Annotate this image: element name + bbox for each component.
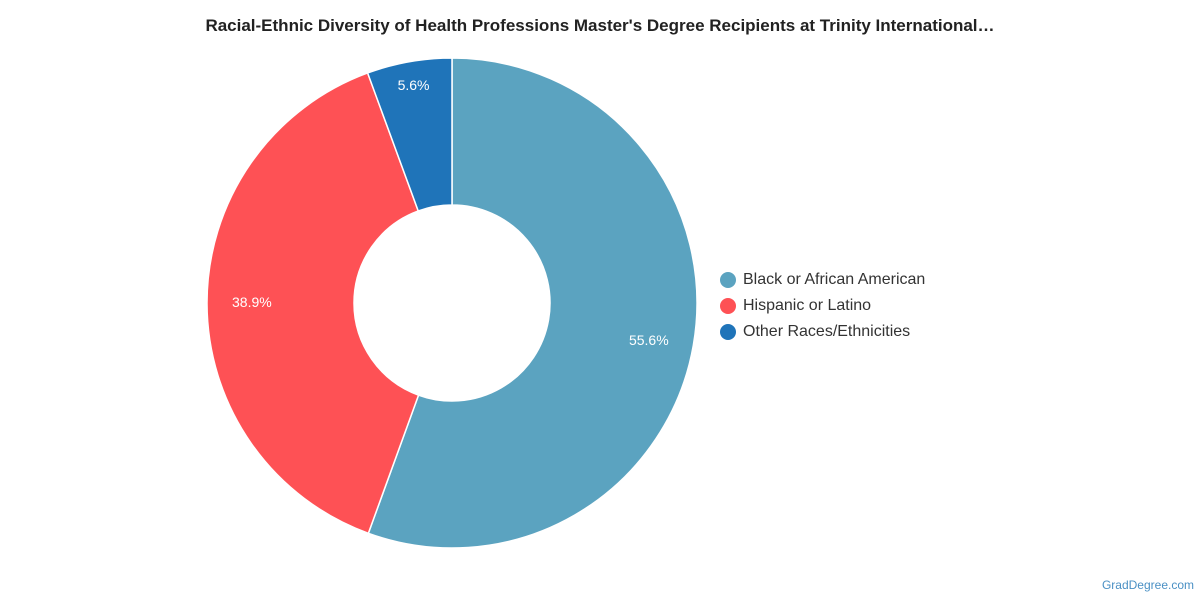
legend-label: Black or African American [743,271,926,288]
slice-hispanic-or-latino[interactable] [206,72,420,535]
legend-item-hispanic-or-latino[interactable]: Hispanic or Latino [720,293,925,319]
slice-labels-group: 55.6% 38.9% 5.6% [232,77,669,348]
legend: Black or African American Hispanic or La… [720,267,925,345]
legend-swatch [720,298,736,314]
legend-swatch [720,324,736,340]
chart-title: Racial-Ethnic Diversity of Health Profes… [205,16,995,35]
slice-label: 38.9% [232,294,272,310]
slice-label: 5.6% [398,77,430,93]
slice-other-races-ethnicities[interactable] [366,57,453,212]
legend-item-other-races-ethnicities[interactable]: Other Races/Ethnicities [720,319,925,345]
legend-item-black-or-african-american[interactable]: Black or African American [720,267,925,293]
legend-label: Hispanic or Latino [743,297,872,314]
credit-link[interactable]: GradDegree.com [1101,578,1194,592]
slice-label: 55.6% [629,332,669,348]
legend-swatch [720,272,736,288]
slice-black-or-african-american[interactable] [367,57,698,549]
slices-group [206,57,698,549]
legend-label: Other Races/Ethnicities [743,323,911,340]
